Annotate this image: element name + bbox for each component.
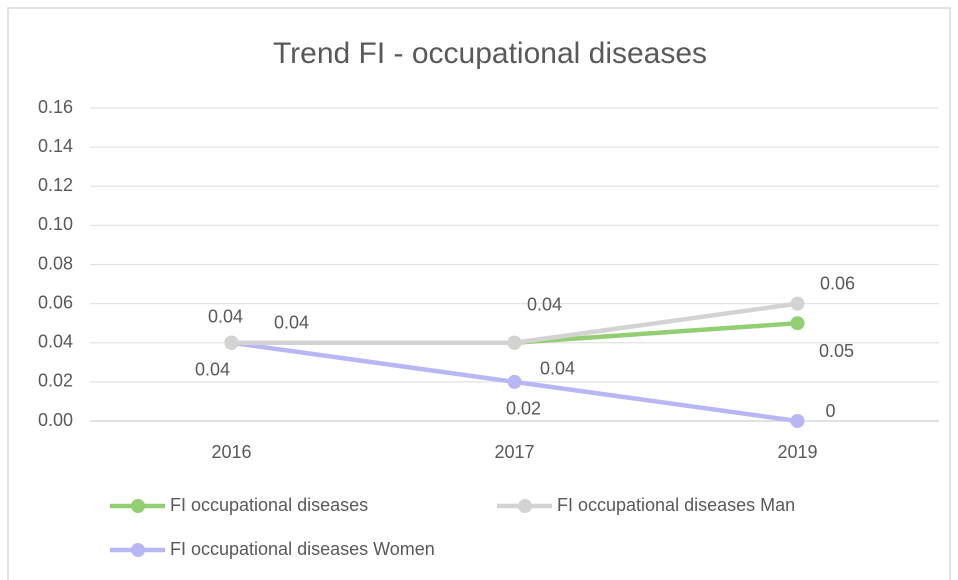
legend-marker: [131, 499, 145, 513]
data-label: 0.04: [274, 313, 309, 333]
legend-label: FI occupational diseases Man: [557, 495, 795, 515]
marker: [507, 335, 522, 350]
marker: [790, 414, 805, 428]
data-label: 0.04: [208, 307, 243, 327]
y-tick-label: 0.16: [38, 97, 73, 117]
chart-title: Trend FI - occupational diseases: [273, 37, 707, 70]
y-tick-label: 0.14: [38, 136, 73, 156]
marker: [224, 335, 239, 350]
data-label: 0.06: [820, 273, 855, 293]
marker: [790, 316, 805, 331]
data-label: 0.02: [506, 399, 541, 419]
x-tick-label: 2017: [494, 442, 534, 462]
y-tick-label: 0.08: [38, 253, 73, 273]
data-label: 0: [825, 401, 835, 421]
x-tick-label: 2019: [777, 442, 817, 462]
chart-border: [7, 7, 951, 580]
y-tick-label: 0.06: [38, 292, 73, 312]
legend-marker: [131, 543, 145, 557]
y-tick-label: 0.10: [38, 214, 73, 234]
y-tick-label: 0.00: [38, 410, 73, 430]
legend-label: FI occupational diseases Women: [170, 539, 435, 559]
y-tick-label: 0.12: [38, 175, 73, 195]
data-label: 0.05: [819, 341, 854, 361]
data-label: 0.04: [540, 359, 575, 379]
marker: [790, 296, 805, 311]
legend-marker: [518, 499, 532, 513]
data-label: 0.04: [527, 295, 562, 315]
y-tick-label: 0.02: [38, 371, 73, 391]
y-tick-label: 0.04: [38, 332, 73, 352]
x-tick-label: 2016: [211, 442, 251, 462]
marker: [507, 374, 522, 389]
legend-label: FI occupational diseases: [170, 495, 368, 515]
data-label: 0.04: [195, 360, 230, 380]
